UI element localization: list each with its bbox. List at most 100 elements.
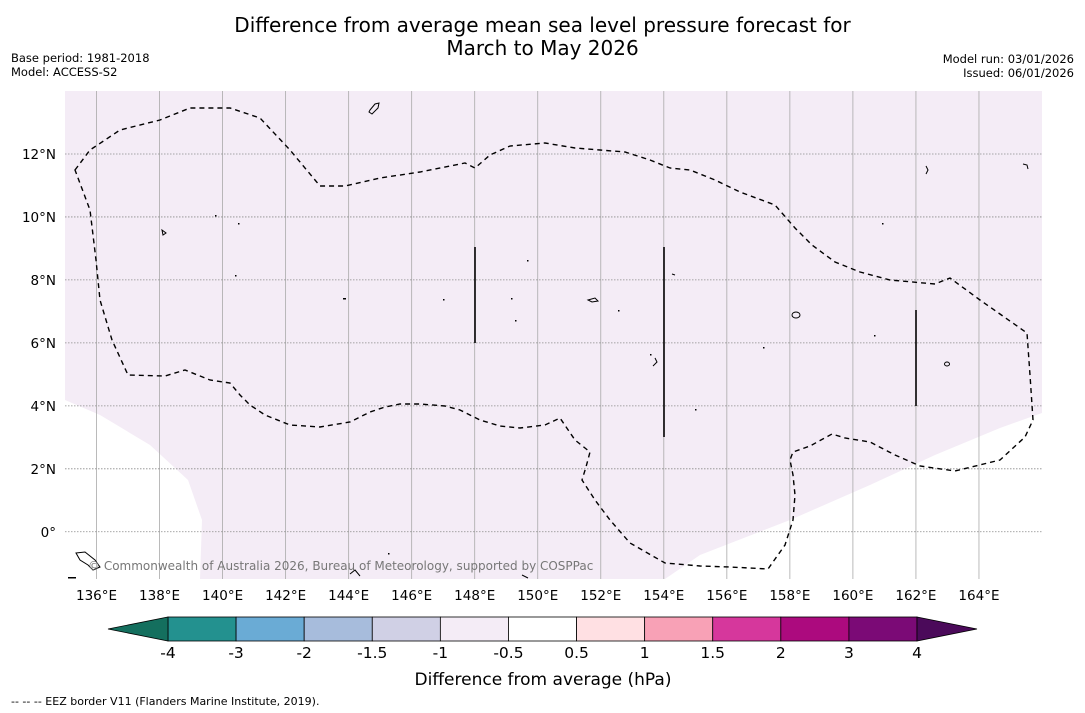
island-dot <box>238 223 240 225</box>
colorbar-segment <box>712 616 782 642</box>
colorbar-segment <box>167 616 237 642</box>
copyright-text: © Commonwealth of Australia 2026, Bureau… <box>88 559 593 573</box>
longitude-label: 148°E <box>454 588 495 604</box>
island-dot <box>527 260 529 262</box>
longitude-label: 146°E <box>391 588 432 604</box>
latitude-label: 10°N <box>22 210 56 226</box>
longitude-label: 162°E <box>895 588 936 604</box>
longitude-label: 160°E <box>832 588 873 604</box>
island-dot <box>874 335 876 337</box>
latitude-label: 2°N <box>31 462 56 478</box>
metadata-right: Model run: 03/01/2026 Issued: 06/01/2026 <box>943 52 1074 80</box>
island-dot <box>68 577 76 579</box>
latitude-label: 12°N <box>22 147 56 163</box>
island-outline <box>652 357 658 367</box>
title-line-2: March to May 2026 <box>446 36 639 60</box>
boundary-segments <box>474 247 917 437</box>
island-outline <box>521 574 529 579</box>
gridlines <box>65 91 1042 579</box>
colorbar-segment <box>371 616 441 642</box>
longitude-label: 154°E <box>643 588 684 604</box>
island-dot <box>650 354 652 356</box>
island-dot <box>882 223 884 225</box>
latitude-label: 0° <box>41 525 56 541</box>
colorbar-tick-label: -1.5 <box>357 644 387 662</box>
island-dot <box>215 215 217 217</box>
colorbar-segment <box>235 616 305 642</box>
metadata-left: Base period: 1981-2018 Model: ACCESS-S2 <box>11 51 150 79</box>
colorbar-tick-label: -3 <box>228 644 243 662</box>
island-outline <box>75 551 101 571</box>
colorbar-tick-label: 3 <box>844 644 854 662</box>
colorbar-tick-label: 1.5 <box>700 644 725 662</box>
longitude-labels: 136°E 138°E 140°E 142°E 144°E 146°E 148°E 150°E… <box>76 588 1000 604</box>
island-dot <box>443 299 445 301</box>
island-outline <box>161 228 167 236</box>
colorbar-segment <box>848 616 918 642</box>
colorbar-label: Difference from average (hPa) <box>415 670 672 690</box>
colorbar-tick-label: 0.5 <box>564 644 589 662</box>
island-outline <box>944 361 950 367</box>
colorbar-segment <box>644 616 714 642</box>
colorbar-tick-label: 1 <box>640 644 650 662</box>
island-dot <box>343 298 346 300</box>
colorbar-tick-label: -1 <box>433 644 448 662</box>
colorbar-segment <box>780 616 850 642</box>
longitude-label: 156°E <box>706 588 747 604</box>
model-run-text: Model run: 03/01/2026 <box>942 52 1074 66</box>
island-outline <box>671 273 676 276</box>
longitude-label: 164°E <box>958 588 999 604</box>
latitude-label: 4°N <box>31 399 56 415</box>
colorbar-tick-label: -2 <box>296 644 311 662</box>
longitude-label: 138°E <box>139 588 180 604</box>
longitude-label: 158°E <box>769 588 810 604</box>
island-dot <box>618 310 620 312</box>
island-dot <box>388 553 390 555</box>
island-dot <box>763 347 765 349</box>
map-panel: © Commonwealth of Australia 2026, Bureau… <box>65 91 1042 579</box>
colorbar-segments <box>167 616 918 642</box>
latitude-label: 6°N <box>31 336 56 352</box>
island-outline <box>349 569 361 577</box>
island-dot <box>695 409 697 411</box>
longitude-label: 152°E <box>580 588 621 604</box>
eez-border <box>74 107 1034 570</box>
colorbar-segment <box>508 616 577 642</box>
longitude-label: 142°E <box>265 588 306 604</box>
longitude-label: 150°E <box>517 588 558 604</box>
colorbar-extend-right <box>916 616 978 642</box>
longitude-label: 136°E <box>76 588 117 604</box>
title-line-1: Difference from average mean sea level p… <box>234 13 851 37</box>
island-dot <box>515 320 517 322</box>
island-dot <box>511 298 513 300</box>
anomaly-fill-region <box>65 91 1042 579</box>
colorbar-segment <box>303 616 373 642</box>
island-outline <box>368 102 380 115</box>
colorbar-tick-label: 4 <box>912 644 922 662</box>
longitude-label: 144°E <box>328 588 369 604</box>
footnote: -- -- -- EEZ border V11 (Flanders Marine… <box>11 695 320 708</box>
colorbar-segment <box>439 616 509 642</box>
island-outline <box>791 311 801 319</box>
base-period-text: Base period: 1981-2018 <box>11 51 150 65</box>
colorbar-segment <box>576 616 646 642</box>
colorbar-tick-labels: -4 -3 -2 -1.5 -1 -0.5 0.5 1 1.5 2 3 4 <box>160 644 922 662</box>
colorbar-extend-left <box>107 616 169 642</box>
longitude-label: 140°E <box>202 588 243 604</box>
chart-title: Difference from average mean sea level p… <box>0 14 1085 60</box>
colorbar: -4 -3 -2 -1.5 -1 -0.5 0.5 1 1.5 2 3 4 Difference fr… <box>107 616 978 690</box>
island-outline <box>586 297 600 303</box>
island-outline <box>1022 163 1029 170</box>
model-text: Model: ACCESS-S2 <box>11 65 118 79</box>
island-dot <box>235 275 237 277</box>
island-outline <box>925 165 929 175</box>
latitude-labels: 12°N 10°N 8°N 6°N 4°N 2°N 0° <box>22 147 56 541</box>
latitude-label: 8°N <box>31 273 56 289</box>
island-dots <box>68 215 884 579</box>
island-outlines <box>75 102 1029 579</box>
issued-text: Issued: 06/01/2026 <box>963 66 1074 80</box>
colorbar-tick-label: 2 <box>776 644 786 662</box>
colorbar-tick-label: -4 <box>160 644 175 662</box>
colorbar-tick-label: -0.5 <box>493 644 523 662</box>
